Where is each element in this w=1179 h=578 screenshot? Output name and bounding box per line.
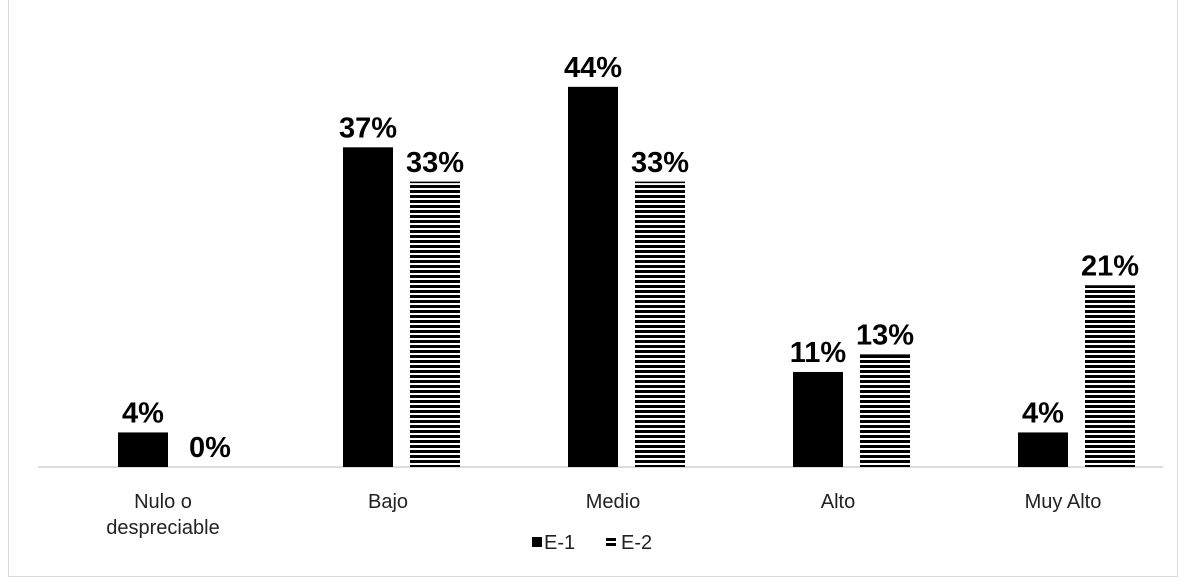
bar-e-2-4 xyxy=(1085,285,1135,467)
data-label-e-2-3: 13% xyxy=(856,320,914,352)
bar-e-1-2 xyxy=(568,86,618,467)
category-label-4: Muy Alto xyxy=(1025,491,1102,513)
data-label-e-1-2: 44% xyxy=(564,52,622,84)
bar-e-1-4 xyxy=(1018,432,1068,467)
bar-e-1-3 xyxy=(793,371,843,467)
legend-swatch-e-2 xyxy=(606,543,616,546)
legend-label-e-1: E-1 xyxy=(544,532,575,554)
data-label-e-2-4: 21% xyxy=(1081,251,1139,283)
bar-e-2-2 xyxy=(635,181,685,467)
data-label-e-1-3: 11% xyxy=(790,337,847,369)
data-label-e-1-0: 4% xyxy=(122,397,164,429)
legend: E-1 E-2 xyxy=(532,532,652,554)
category-label-1: Bajo xyxy=(368,491,408,513)
legend-label-e-2: E-2 xyxy=(621,532,652,554)
bar-e-1-1 xyxy=(343,147,393,467)
bar-e-2-3 xyxy=(860,354,910,467)
data-label-e-1-4: 4% xyxy=(1022,397,1064,429)
bar-e-2-1 xyxy=(410,181,460,467)
legend-swatch-e-2 xyxy=(606,538,616,541)
data-label-e-2-0: 0% xyxy=(189,432,231,464)
data-label-e-2-1: 33% xyxy=(406,147,464,179)
category-label-0: Nulo o xyxy=(134,491,192,513)
data-label-e-2-2: 33% xyxy=(631,147,689,179)
category-label-0: despreciable xyxy=(106,517,219,539)
bar-e-1-0 xyxy=(118,432,168,467)
data-label-e-1-1: 37% xyxy=(339,112,397,144)
chart-frame xyxy=(8,0,1178,577)
category-label-3: Alto xyxy=(821,491,855,513)
category-label-2: Medio xyxy=(586,491,640,513)
legend-swatch-e-1 xyxy=(532,537,542,547)
